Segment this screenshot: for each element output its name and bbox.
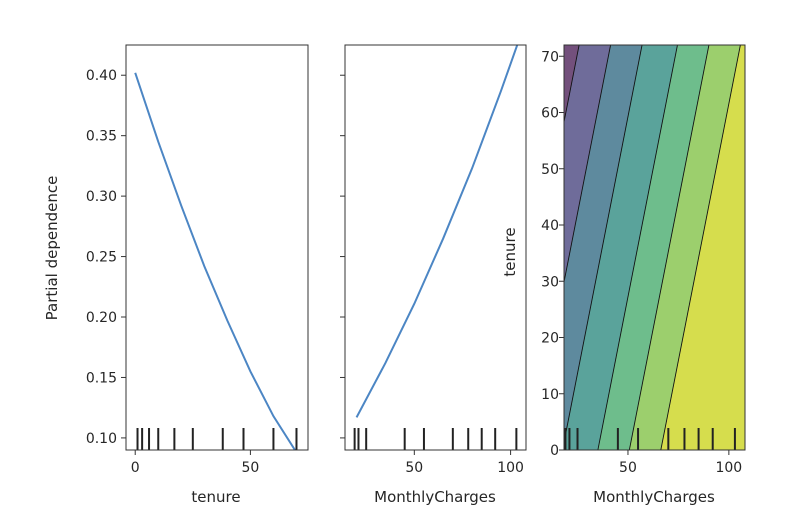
contour-lines bbox=[564, 45, 741, 450]
y-tick-label: 10 bbox=[541, 387, 559, 403]
contour-line bbox=[564, 45, 612, 285]
y-tick-label: 60 bbox=[541, 106, 559, 122]
y-tick-label: 30 bbox=[541, 274, 559, 290]
contour-pd-panel: 0.110.190.270.360.440.525010001020304050… bbox=[541, 44, 746, 476]
contour-line bbox=[628, 45, 710, 450]
contour-line bbox=[564, 45, 643, 445]
x-tick-label: 100 bbox=[715, 460, 742, 476]
contour-band bbox=[660, 45, 745, 450]
contour-line bbox=[597, 45, 678, 450]
panel-3-ylabel: tenure bbox=[501, 227, 519, 276]
pd-line bbox=[134, 72, 297, 450]
y-tick-label: 0.40 bbox=[86, 68, 117, 84]
y-tick-label: 70 bbox=[541, 49, 559, 65]
panel-3-xlabel: MonthlyCharges bbox=[593, 488, 715, 506]
contour-band bbox=[597, 45, 709, 450]
contour-line bbox=[660, 45, 741, 450]
monthlycharges-pd-panel: 50 100 bbox=[340, 44, 527, 476]
contour-band bbox=[629, 45, 741, 450]
y-tick-label: 50 bbox=[541, 162, 559, 178]
x-tick-label: 0 bbox=[131, 460, 140, 476]
x-tick-label: 50 bbox=[241, 460, 259, 476]
panel-2-xlabel: MonthlyCharges bbox=[374, 488, 496, 506]
x-tick-label: 50 bbox=[405, 460, 423, 476]
panel-1-ylabel: Partial dependence bbox=[43, 176, 61, 321]
x-tick-label: 50 bbox=[619, 460, 637, 476]
y-tick-label: 0.30 bbox=[86, 189, 117, 205]
y-tick-label: 0.15 bbox=[86, 370, 117, 386]
axes-frame bbox=[344, 44, 527, 451]
y-tick-label: 0.35 bbox=[86, 129, 117, 145]
y-tick-label: 40 bbox=[541, 218, 559, 234]
x-tick-label: 100 bbox=[497, 460, 524, 476]
contour-line bbox=[564, 45, 580, 125]
y-tick-label: 0 bbox=[550, 443, 559, 459]
contour-band bbox=[564, 45, 678, 450]
y-tick-label: 0.10 bbox=[86, 431, 117, 447]
pd-line bbox=[355, 45, 519, 418]
y-tick-label: 20 bbox=[541, 331, 559, 347]
y-tick-label: 0.25 bbox=[86, 250, 117, 266]
tenure-pd-panel: 0 50 0.10 0.15 0.20 0.25 0.30 0.35 0.40 bbox=[86, 44, 309, 476]
panel-1-xlabel: tenure bbox=[191, 488, 240, 506]
axes-frame bbox=[125, 44, 309, 451]
y-tick-label: 0.20 bbox=[86, 310, 117, 326]
axes-frame bbox=[563, 44, 746, 451]
